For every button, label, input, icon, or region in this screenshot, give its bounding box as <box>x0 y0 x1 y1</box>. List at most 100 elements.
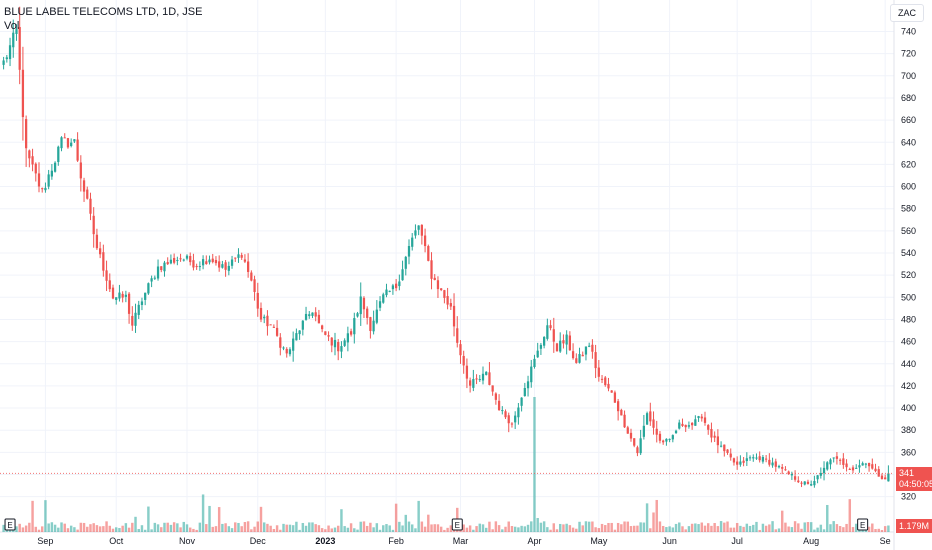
candle-body <box>848 468 851 470</box>
volume-bar <box>735 523 739 532</box>
candle-body <box>694 419 697 426</box>
currency-button[interactable]: ZAC <box>890 4 924 22</box>
candle-body <box>124 294 127 297</box>
candle-body <box>842 458 845 465</box>
volume-bar <box>163 522 166 532</box>
candle-body <box>140 301 144 305</box>
candle-body <box>552 329 555 342</box>
candle-body <box>275 327 279 336</box>
candle-body <box>150 278 153 282</box>
candle-body <box>292 338 295 351</box>
volume-bar <box>246 521 250 532</box>
candle-body <box>230 259 234 266</box>
candle-body <box>304 313 308 320</box>
volume-bar <box>69 525 73 532</box>
earnings-marker[interactable]: E <box>4 518 16 531</box>
volume-bar <box>555 529 559 532</box>
volume-bar <box>259 506 263 532</box>
volume-bar <box>372 527 375 532</box>
volume-bar <box>752 524 755 532</box>
volume-indicator-label[interactable]: Vol <box>4 20 20 32</box>
volume-bar <box>365 525 369 532</box>
candle-body <box>510 423 514 425</box>
volume-bar <box>681 526 684 532</box>
candle-body <box>134 312 137 326</box>
candle-body <box>105 270 108 281</box>
candle-body <box>594 352 597 369</box>
earnings-marker[interactable]: E <box>857 518 869 531</box>
price-tick-label: 320 <box>901 492 916 502</box>
candle-body <box>366 308 369 318</box>
volume-bar <box>832 521 835 532</box>
volume-bar <box>517 527 520 532</box>
candle-body <box>655 428 658 435</box>
candle-body <box>639 438 642 454</box>
candle-body <box>195 266 198 268</box>
volume-bar <box>597 528 601 532</box>
candle-body <box>671 435 674 440</box>
candle-body <box>555 343 559 352</box>
candle-body <box>459 344 462 356</box>
candle-body <box>25 119 28 149</box>
volume-bar <box>208 505 211 532</box>
candle-body <box>752 457 755 459</box>
volume-bar <box>21 527 25 532</box>
candle-body <box>832 457 835 459</box>
volume-bar <box>668 526 671 532</box>
candle-body <box>247 261 250 272</box>
volume-bar <box>279 529 282 532</box>
volume-bar <box>761 523 765 532</box>
volume-bar <box>848 499 852 532</box>
volume-bar <box>604 525 607 532</box>
candle-body <box>880 475 884 479</box>
candle-body <box>221 264 224 268</box>
candle-body <box>761 456 765 462</box>
volume-bar <box>343 526 346 532</box>
candle-body <box>57 146 60 163</box>
candle-body <box>645 413 649 425</box>
candle-body <box>562 340 565 344</box>
volume-bar <box>240 526 243 532</box>
candle-body <box>488 372 491 385</box>
volume-bar <box>745 523 749 532</box>
volume-bar <box>188 527 192 532</box>
volume-bar <box>224 523 227 532</box>
volume-bar <box>436 524 440 532</box>
volume-bar <box>301 522 305 532</box>
volume-bar <box>214 526 218 532</box>
candle-body <box>446 296 449 305</box>
volume-bar <box>346 527 350 532</box>
volume-bar <box>31 500 34 532</box>
volume-bar <box>716 526 720 532</box>
price-tick-label: 580 <box>901 204 916 214</box>
volume-bar <box>401 525 404 532</box>
candle-body <box>73 139 76 142</box>
candle-body <box>108 280 111 290</box>
volume-bar <box>620 524 623 532</box>
candle-body <box>784 469 787 471</box>
volume-bar <box>127 527 131 532</box>
candle-body <box>208 259 211 263</box>
volume-bar <box>690 523 694 532</box>
volume-bar <box>53 524 57 532</box>
volume-bar <box>842 527 845 532</box>
volume-bar <box>887 525 890 532</box>
volume-bar <box>510 526 514 532</box>
volume-bar <box>478 523 482 532</box>
earnings-marker[interactable]: E <box>451 518 463 531</box>
volume-bar <box>221 523 224 532</box>
candle-body <box>456 328 459 343</box>
volume-bar <box>867 526 871 532</box>
candle-body <box>514 415 517 423</box>
volume-bar <box>790 527 794 532</box>
volume-bar <box>809 522 813 532</box>
volume-bar <box>568 525 572 532</box>
candle-body <box>469 380 472 386</box>
candle-body <box>166 262 169 265</box>
candle-body <box>491 385 494 392</box>
volume-bar <box>594 527 597 532</box>
volume-bar <box>47 523 50 532</box>
earnings-marker-box <box>857 518 869 531</box>
